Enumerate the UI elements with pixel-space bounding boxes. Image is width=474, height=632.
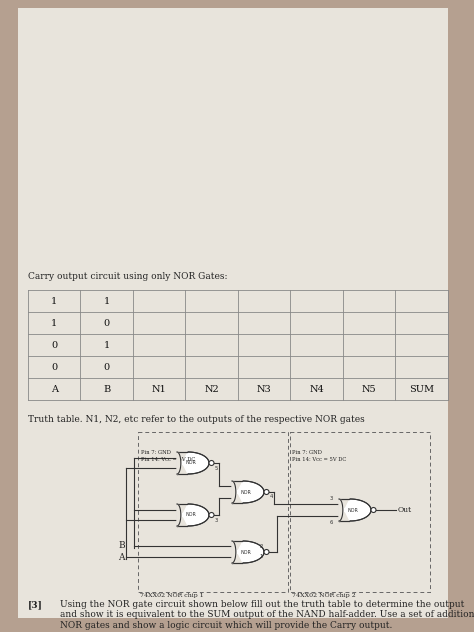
Text: Pin 7: GND
Pin 14: Vcc = 5V DC: Pin 7: GND Pin 14: Vcc = 5V DC bbox=[292, 450, 346, 461]
Text: Using the NOR gate circuit shown below fill out the truth table to determine the: Using the NOR gate circuit shown below f… bbox=[60, 600, 474, 630]
Text: NOR: NOR bbox=[185, 461, 196, 466]
Text: SUM: SUM bbox=[409, 384, 434, 394]
Circle shape bbox=[209, 513, 214, 518]
Circle shape bbox=[264, 549, 269, 554]
Circle shape bbox=[209, 461, 214, 466]
Text: 5: 5 bbox=[214, 466, 218, 470]
Text: Carry output circuit using only NOR Gates:: Carry output circuit using only NOR Gate… bbox=[28, 272, 228, 281]
Polygon shape bbox=[232, 481, 236, 503]
Text: A: A bbox=[51, 384, 58, 394]
Text: 3: 3 bbox=[329, 495, 333, 501]
Text: 0: 0 bbox=[51, 341, 57, 349]
Text: N4: N4 bbox=[310, 384, 324, 394]
Circle shape bbox=[371, 507, 376, 513]
Text: Pin 7: GND
Pin 14: Vcc = 5V DC: Pin 7: GND Pin 14: Vcc = 5V DC bbox=[141, 450, 195, 461]
Polygon shape bbox=[232, 481, 264, 503]
Polygon shape bbox=[177, 452, 209, 474]
Text: N3: N3 bbox=[257, 384, 272, 394]
Polygon shape bbox=[339, 499, 371, 521]
Text: NOR: NOR bbox=[241, 549, 251, 554]
Text: 1: 1 bbox=[259, 554, 263, 559]
Polygon shape bbox=[232, 541, 236, 563]
Polygon shape bbox=[177, 504, 181, 526]
Polygon shape bbox=[339, 499, 343, 521]
Text: 74XX02 NOR chip 1: 74XX02 NOR chip 1 bbox=[140, 593, 204, 598]
Text: B: B bbox=[103, 384, 110, 394]
Polygon shape bbox=[177, 452, 181, 474]
Text: 3: 3 bbox=[214, 518, 218, 523]
Text: [3]: [3] bbox=[28, 600, 43, 609]
Text: N2: N2 bbox=[204, 384, 219, 394]
FancyBboxPatch shape bbox=[18, 8, 448, 618]
Text: N5: N5 bbox=[362, 384, 376, 394]
Polygon shape bbox=[177, 504, 209, 526]
Text: A: A bbox=[118, 552, 125, 561]
Text: N1: N1 bbox=[152, 384, 167, 394]
Text: 1: 1 bbox=[104, 341, 110, 349]
Circle shape bbox=[264, 490, 269, 494]
Text: 0: 0 bbox=[104, 363, 110, 372]
Text: 1: 1 bbox=[104, 296, 110, 305]
Text: 1: 1 bbox=[51, 296, 57, 305]
Text: 2: 2 bbox=[259, 545, 263, 549]
Text: B: B bbox=[118, 542, 125, 550]
Text: 74XX02 NOR chip 2: 74XX02 NOR chip 2 bbox=[292, 593, 356, 598]
Text: Truth table. N1, N2, etc refer to the outputs of the respective NOR gates: Truth table. N1, N2, etc refer to the ou… bbox=[28, 415, 365, 424]
Text: 0: 0 bbox=[51, 363, 57, 372]
Text: Out: Out bbox=[398, 506, 412, 514]
Text: 4: 4 bbox=[269, 494, 273, 499]
Text: NOR: NOR bbox=[241, 490, 251, 494]
Text: 0: 0 bbox=[104, 319, 110, 327]
Polygon shape bbox=[232, 541, 264, 563]
Text: 1: 1 bbox=[51, 319, 57, 327]
Text: NOR: NOR bbox=[347, 507, 358, 513]
Text: NOR: NOR bbox=[185, 513, 196, 518]
Text: 6: 6 bbox=[329, 520, 333, 525]
